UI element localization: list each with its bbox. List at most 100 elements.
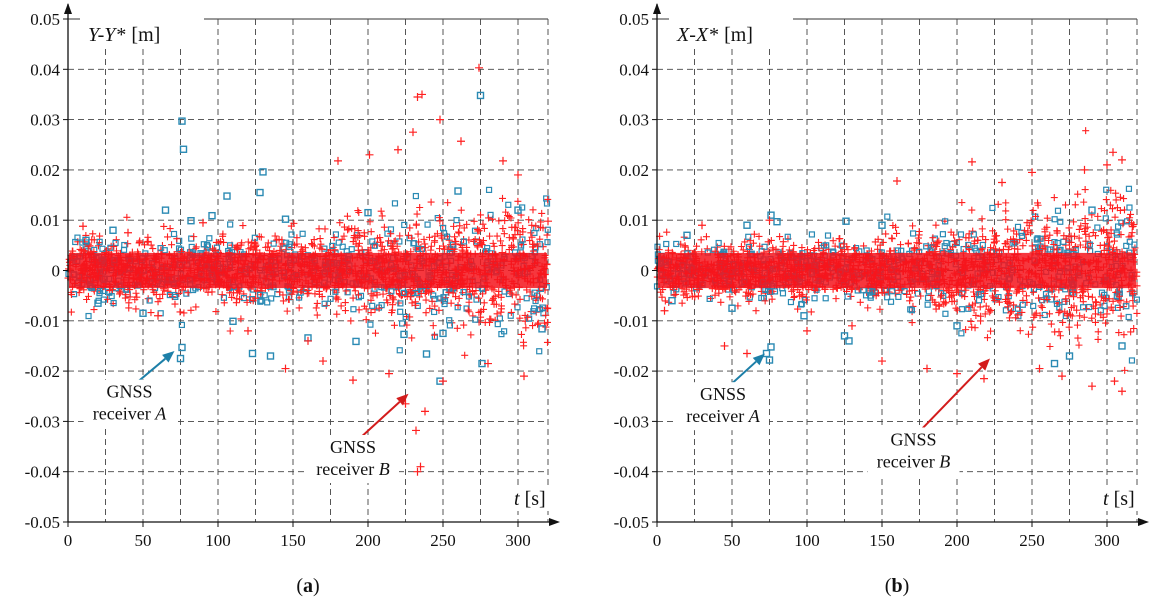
cloud-plus bbox=[284, 295, 292, 303]
dense-band bbox=[69, 252, 547, 289]
cloud-plus bbox=[864, 304, 872, 312]
cloud-square bbox=[170, 230, 178, 238]
cloud-plus bbox=[832, 295, 840, 303]
cloud-plus bbox=[460, 321, 468, 329]
cloud-plus bbox=[508, 243, 516, 251]
data-point-square bbox=[762, 349, 771, 358]
cloud-plus bbox=[493, 232, 501, 240]
cloud-plus bbox=[116, 289, 124, 297]
cloud-square bbox=[270, 240, 277, 247]
cloud-square bbox=[350, 306, 357, 313]
cloud-plus bbox=[1107, 303, 1115, 311]
cloud-plus bbox=[516, 314, 524, 322]
cloud-square bbox=[177, 246, 185, 253]
cloud-plus bbox=[144, 233, 152, 241]
cloud-square bbox=[536, 348, 543, 355]
cloud-square bbox=[402, 313, 409, 321]
cloud-square bbox=[391, 200, 399, 207]
cloud-plus bbox=[1081, 215, 1089, 223]
cloud-plus bbox=[426, 304, 434, 312]
cloud-plus bbox=[1038, 303, 1046, 311]
cloud-plus bbox=[89, 230, 97, 238]
cloud-plus bbox=[835, 235, 843, 243]
cloud-plus bbox=[164, 287, 172, 295]
cloud-plus bbox=[431, 302, 439, 310]
cloud-square bbox=[472, 316, 479, 323]
cloud-square bbox=[1041, 311, 1048, 319]
cloud-plus bbox=[295, 304, 303, 312]
cloud-plus bbox=[351, 287, 359, 295]
cloud-plus bbox=[143, 238, 151, 246]
cloud-plus bbox=[407, 288, 415, 296]
cloud-plus bbox=[175, 290, 183, 298]
cloud-plus bbox=[474, 225, 482, 233]
cloud-plus bbox=[249, 246, 257, 254]
cloud-square bbox=[437, 295, 444, 302]
cloud-plus bbox=[477, 211, 485, 219]
cloud-square bbox=[514, 304, 521, 311]
cloud-plus bbox=[480, 224, 488, 232]
cloud-square bbox=[1086, 241, 1093, 248]
x-tick-label: 300 bbox=[1094, 531, 1120, 550]
cloud-plus bbox=[154, 298, 162, 306]
cloud-plus bbox=[83, 296, 91, 304]
cloud-plus bbox=[316, 235, 324, 243]
cloud-plus bbox=[366, 218, 374, 226]
cloud-plus bbox=[529, 206, 537, 214]
data-point-square bbox=[178, 117, 186, 125]
cloud-plus bbox=[420, 235, 428, 243]
cloud-plus bbox=[1008, 307, 1016, 315]
data-point-plus bbox=[878, 357, 886, 366]
cloud-plus bbox=[1070, 293, 1078, 301]
cloud-plus bbox=[498, 242, 506, 250]
cloud-plus bbox=[544, 195, 552, 203]
data-point-square bbox=[842, 217, 850, 225]
cloud-plus bbox=[271, 232, 279, 240]
cloud-plus bbox=[1050, 194, 1058, 202]
cloud-plus bbox=[313, 299, 321, 307]
cloud-plus bbox=[517, 330, 525, 338]
cloud-plus bbox=[1065, 292, 1073, 300]
cloud-plus bbox=[217, 238, 225, 246]
cloud-plus bbox=[464, 306, 472, 314]
cloud-square bbox=[523, 295, 530, 302]
cloud-square bbox=[824, 232, 832, 239]
cloud-plus bbox=[436, 245, 444, 253]
cloud-plus bbox=[514, 197, 522, 205]
cloud-plus bbox=[444, 199, 452, 207]
cloud-plus bbox=[967, 317, 975, 325]
cloud-square bbox=[369, 302, 376, 309]
cloud-plus bbox=[425, 233, 433, 241]
cloud-plus bbox=[371, 329, 379, 337]
cloud-plus bbox=[355, 208, 363, 216]
annotation-line-1: GNSS bbox=[890, 429, 936, 449]
cloud-plus bbox=[977, 317, 985, 325]
cloud-plus bbox=[144, 295, 152, 303]
data-point-plus bbox=[409, 128, 417, 137]
cloud-plus bbox=[479, 237, 487, 245]
annotation-line-2: receiver A bbox=[686, 406, 760, 426]
cloud-square bbox=[519, 236, 526, 243]
cloud-plus bbox=[454, 302, 462, 310]
cloud-plus bbox=[465, 298, 473, 306]
cloud-plus bbox=[737, 243, 745, 251]
cloud-square bbox=[371, 242, 378, 249]
cloud-square bbox=[299, 230, 306, 237]
cloud-plus bbox=[511, 300, 519, 308]
cloud-plus bbox=[468, 287, 476, 295]
cloud-plus bbox=[1088, 293, 1096, 301]
cloud-plus bbox=[297, 243, 305, 251]
cloud-plus bbox=[457, 206, 465, 214]
cloud-plus bbox=[1084, 292, 1092, 300]
cloud-plus bbox=[1051, 328, 1059, 336]
cloud-plus bbox=[362, 316, 370, 324]
cloud-plus bbox=[1062, 201, 1069, 209]
cloud-square bbox=[530, 305, 538, 312]
data-point-square bbox=[400, 330, 408, 339]
cloud-plus bbox=[917, 292, 925, 300]
cloud-plus bbox=[661, 297, 669, 305]
cloud-square bbox=[494, 320, 501, 328]
cloud-plus bbox=[1035, 294, 1043, 302]
chart-title: X-X* [m] bbox=[676, 24, 753, 46]
cloud-plus bbox=[1037, 302, 1045, 310]
